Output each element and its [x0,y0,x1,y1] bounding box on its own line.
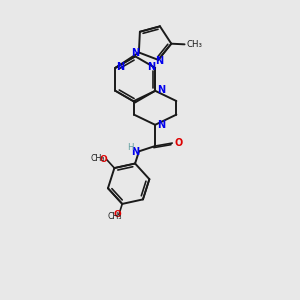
Text: O: O [175,138,183,148]
Text: CH₃: CH₃ [187,40,203,49]
Text: CH₃: CH₃ [108,212,122,221]
Text: N: N [155,56,164,66]
Text: N: N [116,62,124,72]
Text: O: O [99,155,107,164]
Text: N: N [157,85,165,94]
Text: N: N [131,147,140,157]
Text: N: N [157,120,165,130]
Text: O: O [113,210,121,219]
Text: N: N [147,62,155,72]
Text: N: N [131,48,139,58]
Text: H: H [127,143,134,152]
Text: CH₃: CH₃ [91,154,105,163]
